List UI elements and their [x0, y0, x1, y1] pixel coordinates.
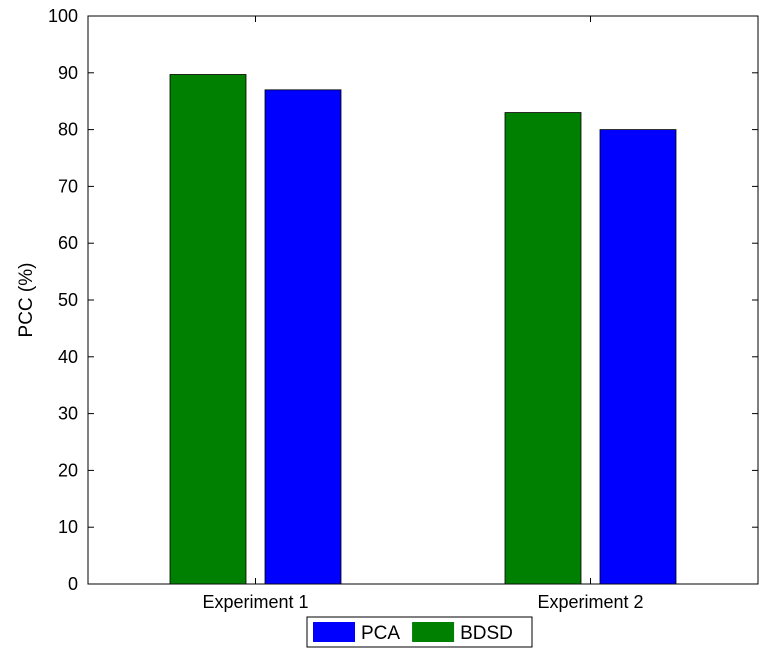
x-tick-label: Experiment 2 [537, 592, 643, 612]
y-axis: 0 10 20 30 40 50 60 70 80 90 100 [48, 6, 758, 594]
y-tick-label: 70 [58, 176, 78, 196]
bar-bdsd-1 [169, 74, 247, 585]
bars-layer [169, 74, 677, 585]
x-tick-label: Experiment 1 [202, 592, 308, 612]
y-tick-label: 100 [48, 6, 78, 26]
legend-swatch-bdsd [412, 622, 455, 642]
y-tick-label: 40 [58, 347, 78, 367]
bar-bdsd-2 [504, 112, 582, 585]
y-axis-title: PCC (%) [16, 263, 37, 338]
y-tick-label: 30 [58, 404, 78, 424]
bar-pca-1 [264, 89, 342, 585]
legend-swatch-pca [313, 622, 355, 642]
x-axis: Experiment 1 Experiment 2 [202, 16, 644, 612]
y-tick-label: 0 [68, 574, 78, 594]
y-tick-label: 10 [58, 517, 78, 537]
legend: PCA BDSD [306, 616, 533, 648]
y-tick-label: 80 [58, 120, 78, 140]
legend-label-pca: PCA [361, 623, 400, 644]
y-tick-label: 20 [58, 460, 78, 480]
y-tick-label: 50 [58, 290, 78, 310]
y-tick-label: 60 [58, 233, 78, 253]
y-tick-label: 90 [58, 63, 78, 83]
bar-pca-2 [599, 129, 677, 585]
legend-label-bdsd: BDSD [460, 623, 513, 644]
